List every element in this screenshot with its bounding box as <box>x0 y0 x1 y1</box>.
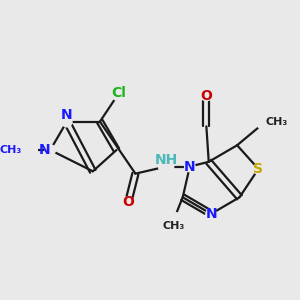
Circle shape <box>206 209 216 219</box>
Text: O: O <box>200 88 212 103</box>
Circle shape <box>13 141 31 159</box>
Circle shape <box>45 145 56 155</box>
Text: N: N <box>39 143 50 157</box>
Text: O: O <box>122 195 134 209</box>
Text: N: N <box>205 207 217 221</box>
Circle shape <box>164 212 182 230</box>
Text: NH: NH <box>154 153 178 166</box>
Text: S: S <box>254 162 263 176</box>
Text: CH₃: CH₃ <box>0 145 22 155</box>
Circle shape <box>159 159 174 174</box>
Text: N: N <box>184 160 196 174</box>
Circle shape <box>253 164 264 174</box>
Circle shape <box>201 90 212 101</box>
Text: Cl: Cl <box>111 86 126 100</box>
Circle shape <box>123 197 134 207</box>
Circle shape <box>256 112 274 130</box>
Circle shape <box>111 86 126 101</box>
Text: CH₃: CH₃ <box>162 221 184 231</box>
Circle shape <box>61 116 72 127</box>
Text: CH₃: CH₃ <box>266 117 288 127</box>
Text: N: N <box>61 108 73 122</box>
Circle shape <box>184 161 195 172</box>
